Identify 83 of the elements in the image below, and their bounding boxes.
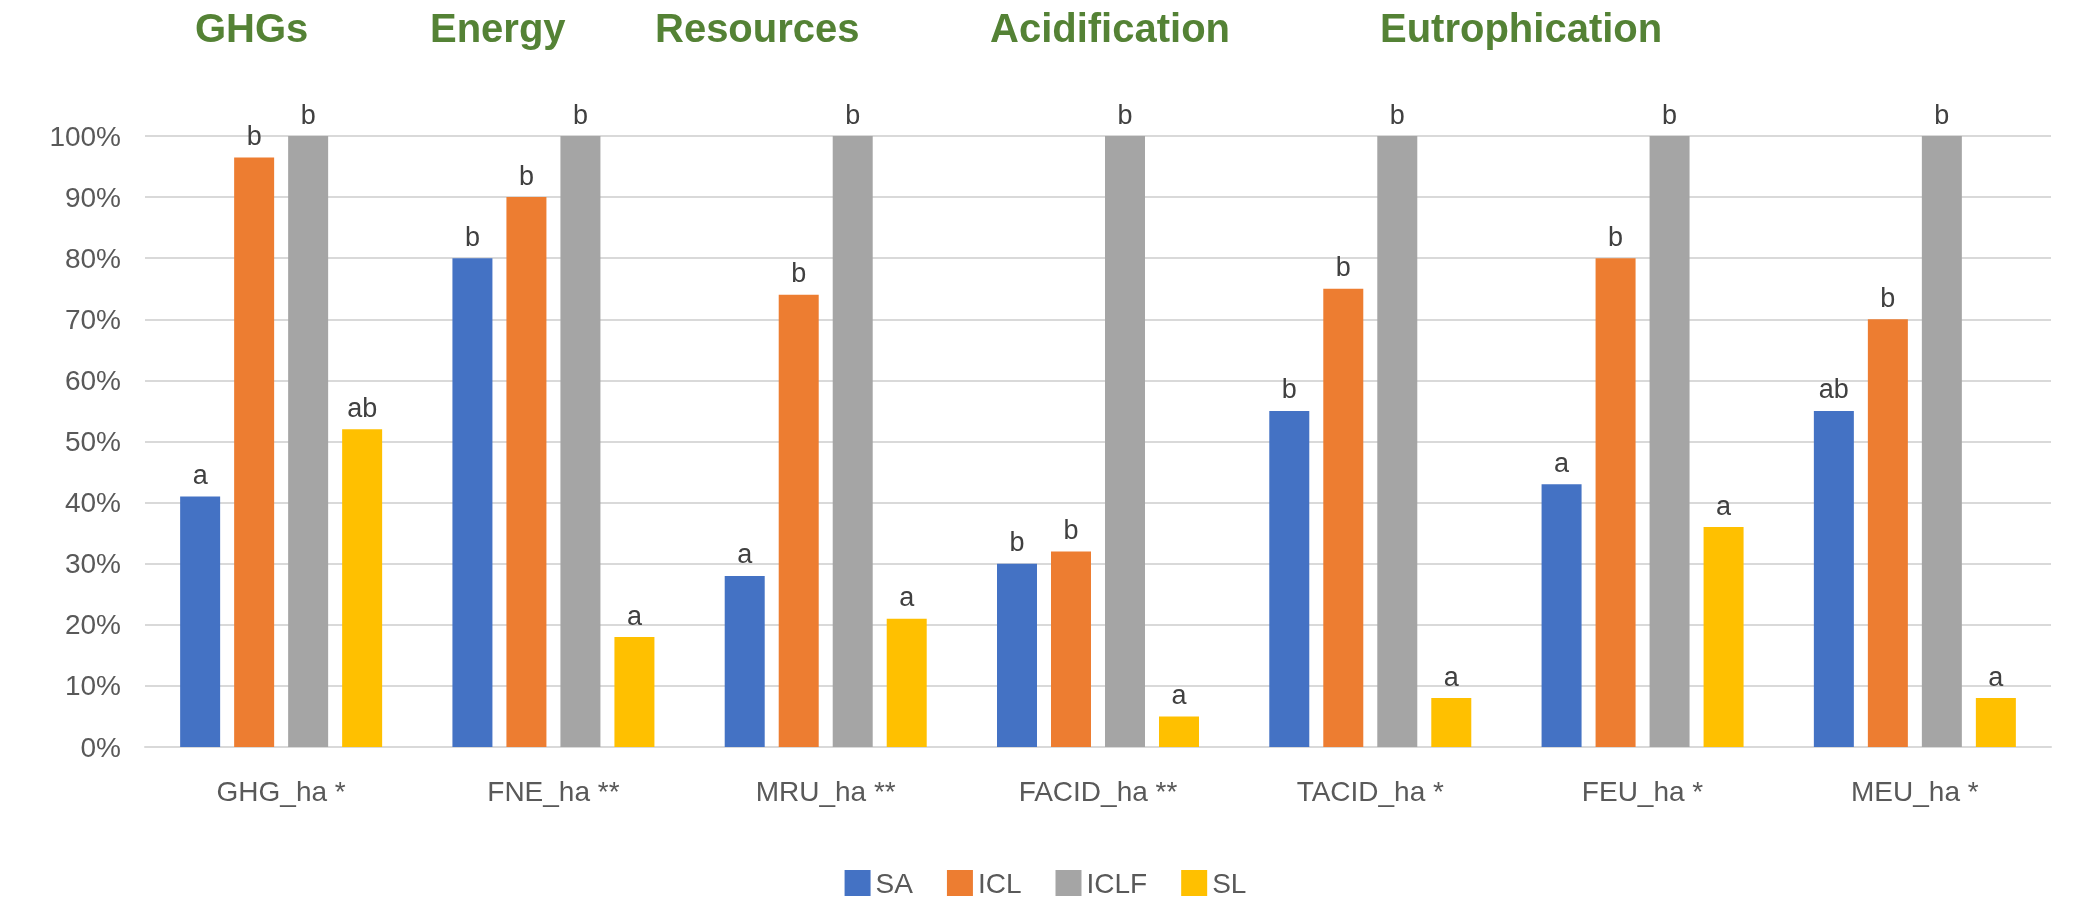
bar	[342, 429, 383, 747]
data-label: ab	[1818, 374, 1849, 405]
bar	[452, 258, 493, 747]
bar	[180, 496, 221, 747]
y-tick-label: 10%	[64, 670, 121, 702]
data-label: a	[1988, 661, 2005, 692]
data-label: a	[899, 582, 916, 613]
bar	[234, 157, 275, 747]
data-label: a	[1171, 679, 1188, 710]
data-label: a	[1554, 447, 1571, 478]
data-label: a	[192, 459, 209, 490]
x-tick-label: TACID_ha *	[1296, 775, 1445, 807]
data-label: a	[737, 539, 754, 570]
y-tick-label: 80%	[64, 242, 121, 274]
data-label: b	[1335, 252, 1351, 283]
data-label: b	[1608, 221, 1624, 252]
bar	[560, 136, 601, 747]
bar	[832, 136, 873, 747]
data-label: b	[246, 120, 262, 151]
bar	[614, 637, 655, 747]
text: Energy	[430, 6, 567, 50]
bar	[1323, 288, 1364, 747]
bar	[1867, 319, 1908, 747]
bar	[1813, 410, 1854, 747]
y-tick-label: 70%	[64, 303, 121, 335]
bar	[1921, 136, 1962, 747]
bar	[288, 136, 329, 747]
data-label: a	[1443, 661, 1460, 692]
bar	[1541, 484, 1582, 747]
y-tick-label: 30%	[64, 548, 121, 580]
data-label: b	[1662, 99, 1678, 130]
bar	[1431, 698, 1472, 747]
data-label: ab	[347, 392, 378, 423]
bar	[1051, 551, 1091, 747]
bar	[1703, 527, 1744, 747]
legend-label: ICLF	[1086, 867, 1148, 899]
text: Eutrophication	[1379, 6, 1663, 50]
bar	[1595, 258, 1636, 747]
y-tick-label: 50%	[64, 426, 121, 457]
text: GHGs	[195, 6, 309, 50]
text: Acidification	[989, 6, 1231, 50]
data-label: b	[518, 160, 534, 191]
bar	[506, 197, 547, 747]
x-tick-label: FNE_ha **	[487, 775, 620, 807]
bar	[1105, 136, 1145, 747]
data-label: b	[300, 99, 316, 130]
bar	[778, 294, 819, 747]
bar	[724, 575, 765, 747]
data-label: b	[1880, 282, 1896, 313]
data-label: b	[791, 258, 807, 289]
x-tick-label: MEU_ha *	[1851, 775, 1979, 807]
bar	[997, 563, 1037, 747]
data-label: b	[845, 99, 861, 130]
data-label: b	[1063, 514, 1079, 545]
bar	[1649, 136, 1690, 747]
text: Resources	[654, 6, 860, 50]
data-label: b	[1117, 99, 1133, 130]
data-label: b	[464, 221, 480, 252]
legend-label: SL	[1212, 867, 1247, 899]
bar	[886, 618, 927, 747]
legend-label: ICL	[977, 867, 1022, 899]
y-tick-label: 20%	[64, 609, 121, 641]
data-label: b	[1281, 374, 1297, 405]
bar	[1377, 136, 1418, 747]
data-label: a	[626, 600, 643, 631]
bar	[1159, 716, 1199, 747]
x-tick-label: MRU_ha **	[755, 775, 896, 807]
bar	[1269, 410, 1310, 747]
x-tick-label: GHG_ha *	[216, 775, 346, 807]
bar	[1975, 698, 2016, 747]
y-tick-label: 60%	[64, 364, 121, 396]
data-label: b	[1934, 99, 1950, 130]
data-label: b	[1389, 99, 1405, 130]
x-tick-label: FACID_ha **	[1018, 775, 1178, 807]
y-tick-label: 100%	[49, 120, 121, 152]
data-label: b	[572, 99, 588, 130]
y-tick-label: 90%	[64, 181, 121, 213]
y-tick-label: 0%	[80, 731, 121, 763]
x-tick-label: FEU_ha *	[1581, 775, 1704, 807]
data-label: a	[1716, 490, 1733, 521]
y-tick-label: 40%	[64, 487, 121, 519]
legend-label: SA	[875, 867, 914, 899]
data-label: b	[1009, 527, 1025, 558]
